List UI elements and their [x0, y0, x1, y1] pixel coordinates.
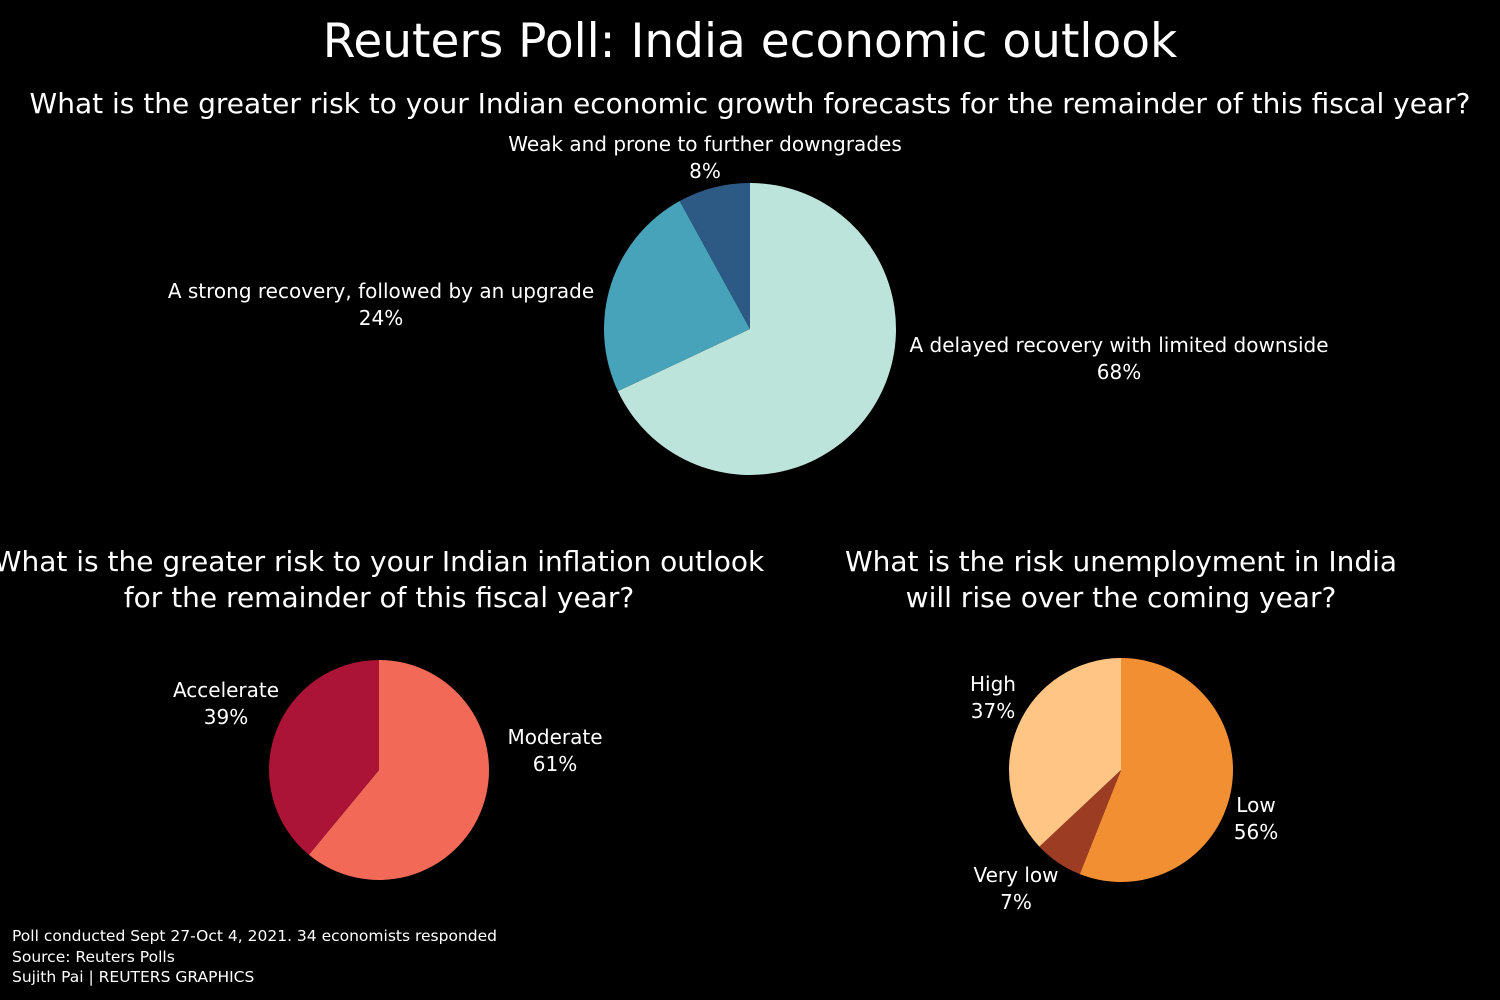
pie1-title: What is the greater risk to your Indian …: [29, 87, 1471, 120]
pie3-title: What is the risk unemployment in India wi…: [844, 545, 1398, 614]
chart-title: Reuters Poll: India economic outlook: [322, 14, 1178, 69]
pie3-slice-very-low: [1039, 770, 1121, 875]
pie3-label-high: High 37%: [970, 672, 1016, 723]
pie3-label-very-low: Very low 7%: [973, 863, 1059, 914]
credit-note: Sujith Pai | REUTERS GRAPHICS: [12, 968, 255, 986]
pie3-label-low: Low 56%: [1233, 793, 1279, 844]
pie2-slice-accelerate: [269, 660, 379, 855]
pie2-label-moderate: Moderate 61%: [507, 725, 603, 776]
poll-note: Poll conducted Sept 27-Oct 4, 2021. 34 e…: [12, 927, 497, 945]
source-note: Source: Reuters Polls: [12, 947, 175, 966]
pie2-slice-moderate: [308, 660, 489, 881]
footer-notes: Poll conducted Sept 27-Oct 4, 2021. 34 e…: [12, 926, 497, 988]
pie2-label-accelerate: Accelerate 39%: [172, 678, 280, 729]
pie3-slice-high: [1009, 658, 1121, 847]
pie1-slice-weak-and-prone-to-further-downgrades: [679, 183, 750, 329]
pie1-slice-a-strong-recovery-followed-by-an-upgrade: [604, 201, 750, 392]
pie1-label-weak: Weak and prone to further downgrades 8%: [508, 132, 902, 183]
pie3-slice-low: [1079, 658, 1234, 882]
pie1-label-strong: A strong recovery, followed by an upgrad…: [167, 279, 595, 330]
pie1-slice-a-delayed-recovery-with-limited-downside: [617, 183, 896, 475]
pie2-title: What is the greater risk to your Indian …: [0, 545, 765, 614]
pie1-label-delayed: A delayed recovery with limited downside…: [909, 333, 1329, 384]
